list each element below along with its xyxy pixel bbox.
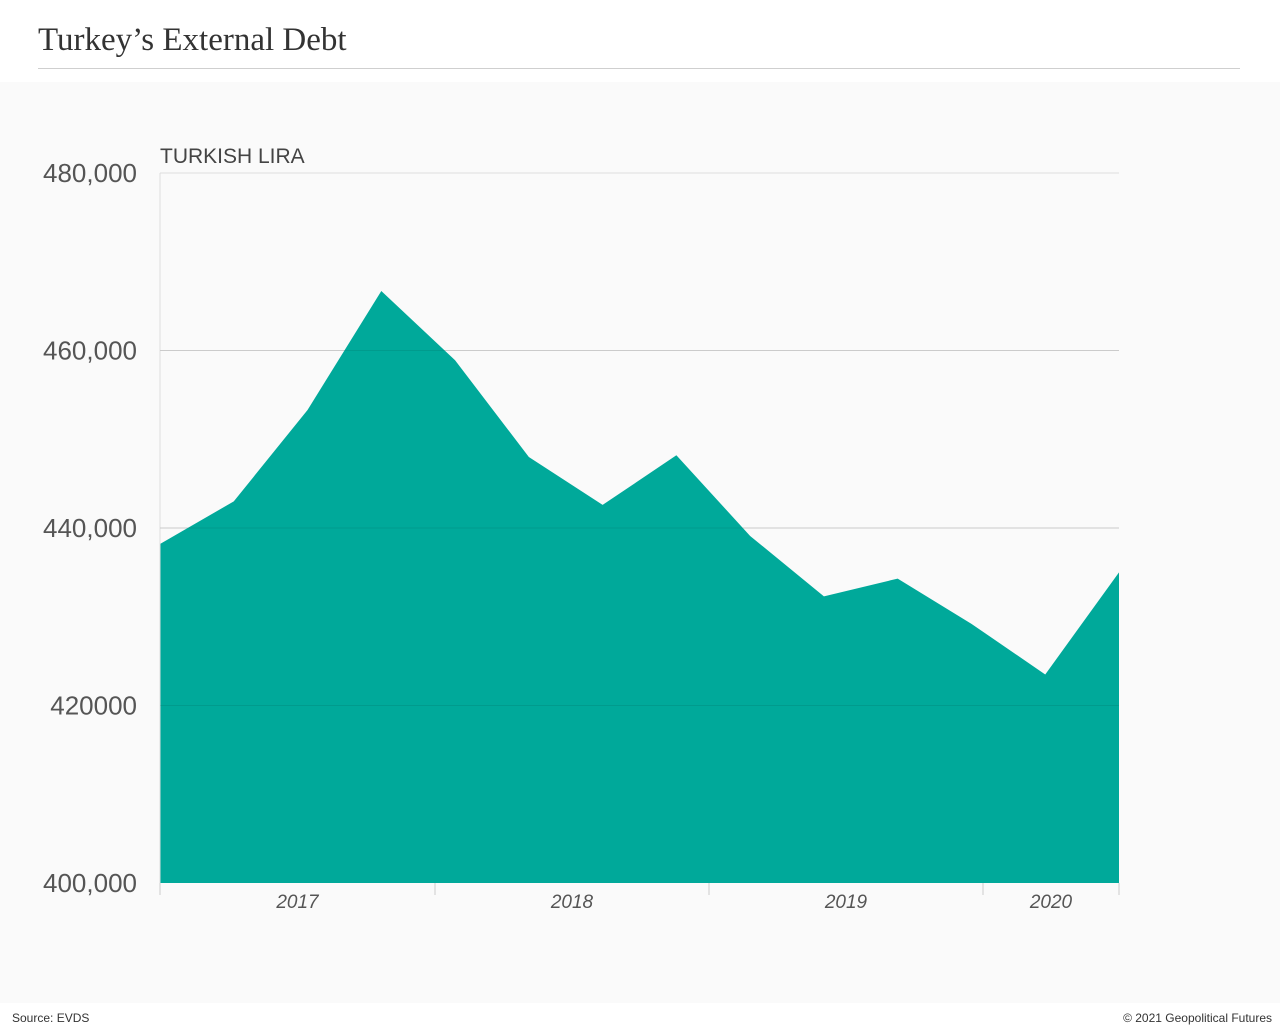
source-note: Source: EVDS xyxy=(12,1011,90,1025)
y-tick-label: 400,000 xyxy=(43,868,137,898)
x-tick-label: 2017 xyxy=(275,892,320,913)
page-title: Turkey’s External Debt xyxy=(38,22,347,58)
x-tick-label: 2019 xyxy=(824,892,868,913)
x-axis: 2017 2018 2019 2020 xyxy=(159,883,1120,913)
chart-panel: 400,000 420000 440,000 460,000 480,000 2017 2… xyxy=(0,82,1280,1003)
x-tick-label: 2018 xyxy=(550,892,594,913)
y-tick-label: 440,000 xyxy=(43,513,137,543)
y-tick-label: 480,000 xyxy=(43,158,137,188)
title-divider xyxy=(38,68,1240,69)
x-tick-label: 2020 xyxy=(1029,892,1073,913)
series-area xyxy=(160,291,1119,883)
y-tick-label: 420000 xyxy=(50,691,137,721)
y-axis-unit-label: TURKISH LIRA xyxy=(160,145,305,168)
copyright-note: © 2021 Geopolitical Futures xyxy=(1123,1011,1272,1025)
y-tick-label: 460,000 xyxy=(43,336,137,366)
y-axis: 400,000 420000 440,000 460,000 480,000 xyxy=(43,158,161,898)
